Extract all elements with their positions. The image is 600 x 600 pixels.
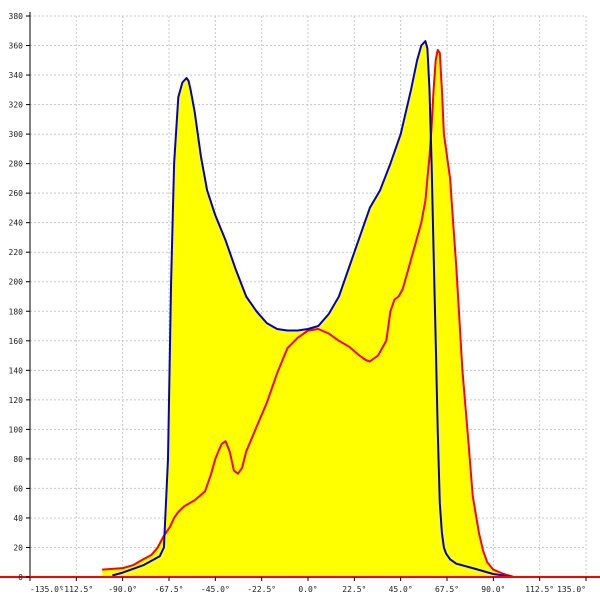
y-tick-label: 60 bbox=[13, 484, 23, 493]
x-tick-label: 135.0° bbox=[557, 585, 586, 594]
y-tick-label: 0 bbox=[18, 573, 23, 582]
y-tick-label: 160 bbox=[9, 337, 24, 346]
x-tick-label: -45.0° bbox=[201, 585, 230, 594]
y-tick-label: 20 bbox=[13, 543, 23, 552]
x-tick-label: -22.5° bbox=[247, 585, 276, 594]
x-tick-label: 22.5° bbox=[342, 585, 366, 594]
grid bbox=[30, 15, 587, 577]
y-tick-label: 200 bbox=[9, 278, 24, 287]
y-tick-label: 220 bbox=[9, 248, 24, 257]
y-tick-label: 320 bbox=[9, 101, 24, 110]
y-tick-label: 240 bbox=[9, 219, 24, 228]
y-tick-label: 80 bbox=[13, 455, 23, 464]
y-tick-label: 40 bbox=[13, 514, 23, 523]
x-tick-label: -112.5° bbox=[59, 585, 93, 594]
y-tick-label: 260 bbox=[9, 189, 24, 198]
y-tick-label: 280 bbox=[9, 160, 24, 169]
y-tick-label: 140 bbox=[9, 366, 24, 375]
y-tick-label: 180 bbox=[9, 307, 24, 316]
x-tick-label: 90.0° bbox=[481, 585, 505, 594]
area-fills bbox=[102, 41, 514, 578]
series-lines bbox=[102, 40, 515, 578]
y-tick-label: 300 bbox=[9, 130, 24, 139]
y-tick-label: 120 bbox=[9, 396, 24, 405]
series-line-0 bbox=[112, 40, 515, 578]
x-tick-label: -90.0° bbox=[108, 585, 137, 594]
x-tick-label: 67.5° bbox=[435, 585, 459, 594]
x-tick-labels: -135.0°-112.5° -90.0° -67.5° -45.0° -22.5° 0.… bbox=[30, 585, 586, 594]
x-tick-label: -67.5° bbox=[155, 585, 184, 594]
x-tick-label: 45.0° bbox=[389, 585, 413, 594]
series-line-1 bbox=[102, 49, 515, 578]
y-tick-label: 100 bbox=[9, 425, 24, 434]
x-tick-label: 0.0° bbox=[298, 585, 317, 594]
y-tick-label: 340 bbox=[9, 71, 24, 80]
y-tick-label: 360 bbox=[9, 42, 24, 51]
axes bbox=[0, 12, 600, 581]
y-tick-labels: 0 20 40 60 80 100 120 140 160 180 200 220 240 260 280 3… bbox=[9, 12, 24, 582]
x-tick-label: -135.0° bbox=[30, 585, 64, 594]
y-tick-label: 380 bbox=[9, 12, 24, 21]
x-tick-label: 112.5° bbox=[525, 585, 554, 594]
series-area-1 bbox=[102, 49, 514, 578]
